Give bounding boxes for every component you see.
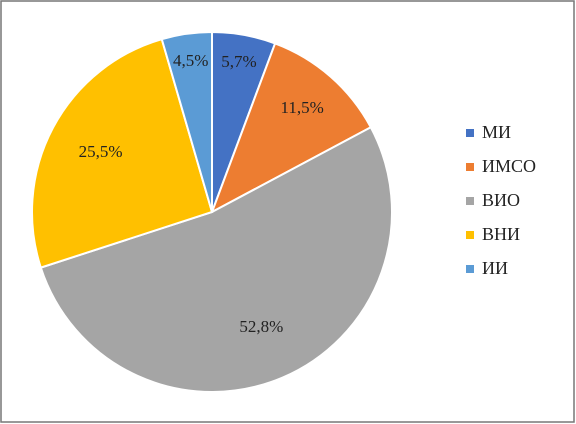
legend-label: МИ: [482, 122, 511, 142]
legend-swatch: [466, 265, 474, 273]
data-label: 4,5%: [173, 51, 208, 70]
pie-slice: [39, 125, 393, 393]
data-label: 52,8%: [239, 317, 283, 336]
pie-slice: [31, 37, 214, 269]
pie: 5,7% 11,5% 52,8% 25,5% 4,5%: [31, 30, 393, 393]
data-label: 11,5%: [281, 98, 324, 117]
data-label: 5,7%: [221, 52, 256, 71]
data-label: 25,5%: [79, 142, 123, 161]
legend-swatch: [466, 129, 474, 137]
legend-label: ВИО: [482, 190, 520, 210]
legend-swatch: [466, 231, 474, 239]
pie-slice: [160, 30, 213, 213]
legend-swatch: [466, 163, 474, 171]
legend: МИ ИМСО ВИО ВНИ ИИ: [466, 122, 536, 278]
legend-label: ИИ: [482, 258, 508, 278]
legend-swatch: [466, 197, 474, 205]
legend-label: ИМСО: [482, 156, 536, 176]
pie-slice: [210, 42, 373, 215]
legend-label: ВНИ: [482, 224, 520, 244]
